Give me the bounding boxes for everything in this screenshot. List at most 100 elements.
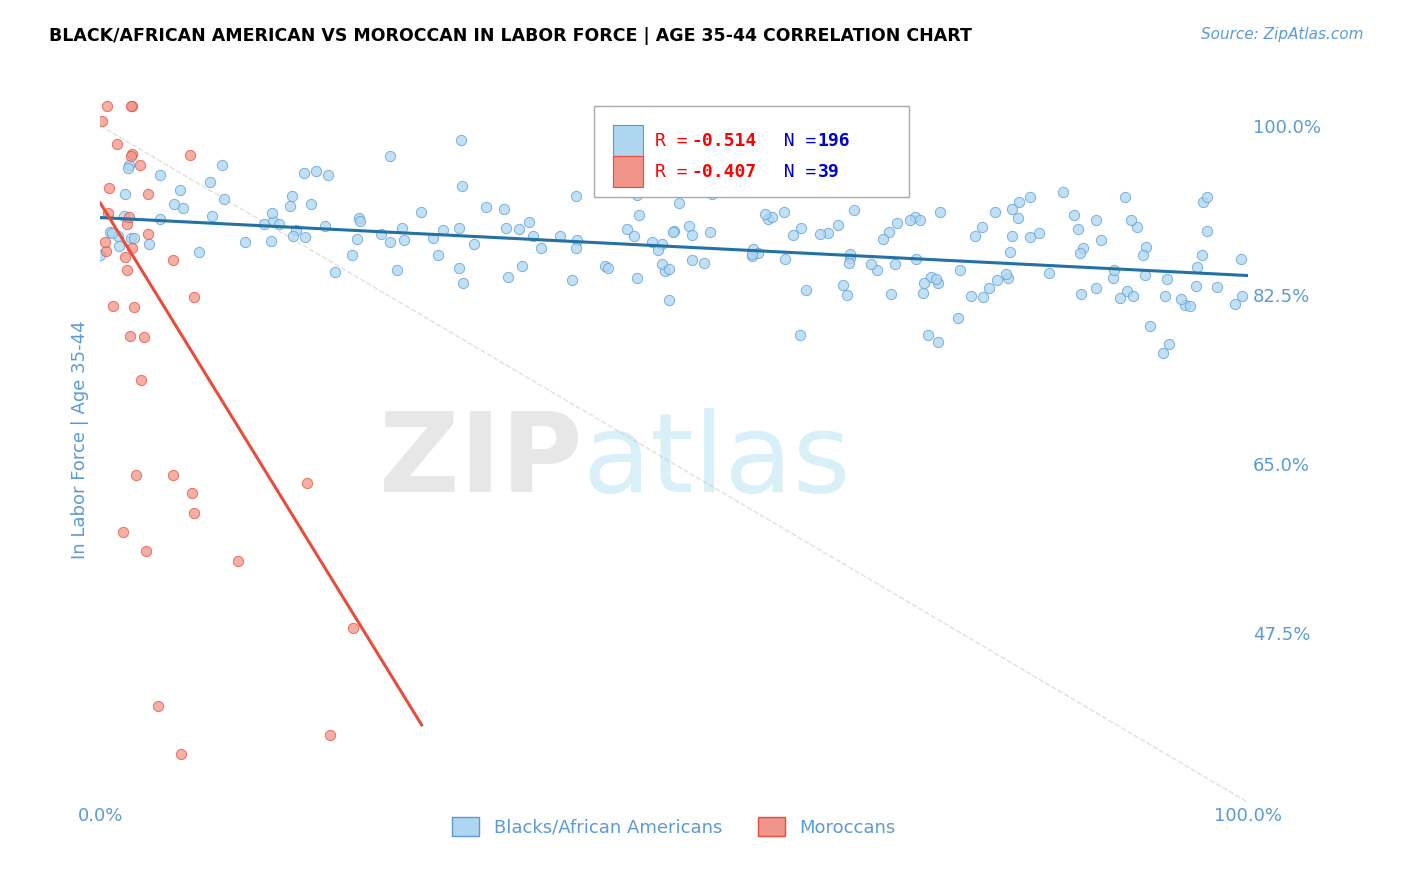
Point [1063,208,1085,222]
Point [1052,185,1074,199]
Point [658,262,681,277]
Point [346,232,368,246]
Point [112,524,135,539]
Point [1154,289,1177,303]
Point [661,225,683,239]
Point [565,189,588,203]
Point [453,276,475,290]
Point [959,288,981,302]
Point [773,252,796,267]
Point [427,248,450,262]
Point [121,241,143,255]
Point [269,217,291,231]
Point [884,257,907,271]
Point [492,202,515,216]
Point [912,277,935,291]
Point [839,247,862,261]
Point [233,235,256,250]
Point [211,158,233,172]
Point [96,99,118,113]
Point [135,544,157,558]
Point [1139,318,1161,333]
Point [125,467,148,482]
Point [832,278,855,293]
Point [1185,260,1208,274]
FancyBboxPatch shape [593,106,910,197]
Point [294,229,316,244]
Point [1102,271,1125,285]
Point [790,221,813,235]
Point [1159,337,1181,351]
Point [984,205,1007,219]
Point [1185,279,1208,293]
Point [949,263,972,277]
Point [149,211,172,226]
Point [912,285,935,300]
Point [90,113,112,128]
Point [517,214,540,228]
Point [1170,292,1192,306]
Point [927,334,949,349]
Point [120,231,142,245]
Point [108,239,131,253]
Point [782,227,804,242]
Point [136,227,159,241]
Point [647,244,669,258]
Point [1197,190,1219,204]
Point [1174,298,1197,312]
Point [972,219,994,234]
Point [925,272,948,286]
Point [564,241,586,255]
Point [1001,229,1024,244]
Point [972,290,994,304]
Point [1232,289,1254,303]
Point [1067,222,1090,236]
Point [138,237,160,252]
Point [1192,195,1215,210]
Point [305,164,328,178]
Point [278,198,301,212]
Point [530,241,553,255]
Point [89,248,111,262]
Point [94,235,117,249]
Point [1135,268,1157,283]
Point [702,187,724,202]
Point [1028,227,1050,241]
Point [772,204,794,219]
Point [319,728,342,742]
Point [1180,299,1202,313]
Point [880,287,903,301]
Point [561,273,583,287]
Point [118,210,141,224]
Point [808,227,831,242]
Point [678,219,700,233]
Point [593,259,616,273]
Point [163,197,186,211]
Point [183,290,205,304]
Point [920,270,942,285]
Point [927,276,949,290]
Point [188,244,211,259]
Point [121,99,143,113]
Point [323,264,346,278]
Point [114,251,136,265]
Point [866,263,889,277]
Point [1132,248,1154,262]
Point [378,149,401,163]
Point [349,214,371,228]
Text: atlas: atlas [582,409,851,515]
Point [658,293,681,307]
Point [998,245,1021,260]
Point [699,225,721,239]
Point [260,206,283,220]
Point [565,233,588,247]
Point [510,259,533,273]
Point [886,216,908,230]
Point [314,219,336,233]
Point [838,252,860,266]
Point [837,288,859,302]
Point [508,221,530,235]
Point [498,269,520,284]
Point [1156,272,1178,286]
Point [681,228,703,243]
